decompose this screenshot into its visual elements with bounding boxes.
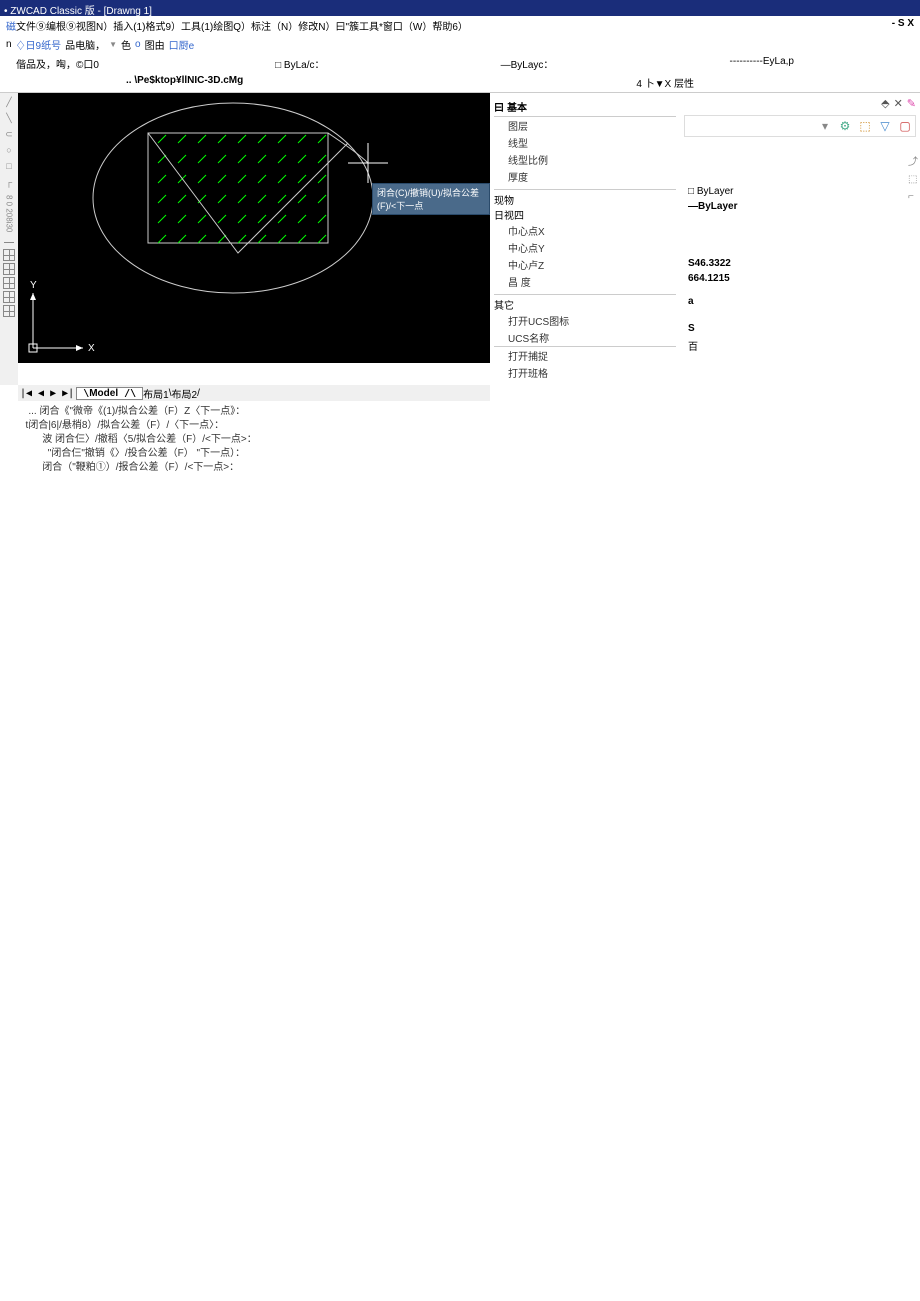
layer-blue1: ♢日9纸号 bbox=[16, 37, 62, 52]
tab-layout2[interactable]: 布局2 bbox=[172, 386, 198, 401]
val-4: S bbox=[684, 322, 916, 335]
prop-cy[interactable]: 中心点Y bbox=[494, 239, 676, 256]
prop-height[interactable]: 昌 度 bbox=[494, 273, 676, 290]
grid-icon-5[interactable] bbox=[3, 305, 15, 317]
prop-layer[interactable]: 图层 bbox=[494, 117, 676, 134]
rect-shape bbox=[148, 133, 328, 243]
cmd-line-4: 闭合（"鞭粕①）/报合公差（F）/<下一点>： bbox=[20, 461, 900, 475]
title-bar: • ZWCAD Classic 版 - [Drawng 1] bbox=[0, 0, 920, 16]
layer-text3: 图由 bbox=[145, 37, 165, 52]
toolbar-layer: n ♢日9纸号品电脑， ▼ 色o 图由口厨e bbox=[0, 35, 920, 54]
box-icon[interactable]: ▢ bbox=[897, 118, 913, 134]
tool-line2-icon[interactable]: ╲ bbox=[2, 111, 16, 125]
val-bylayer2: —ByLayer bbox=[684, 200, 916, 213]
layout-tabs: |◀ ◀ ▶ ▶| \Model /\ 布局1 \ 布局2 / bbox=[18, 385, 490, 401]
hatch-pattern bbox=[158, 135, 326, 243]
style-mid3[interactable]: ----------EyLa,p bbox=[730, 56, 914, 71]
style-mid1[interactable]: □ ByLa/c： bbox=[275, 56, 324, 71]
curve-shape bbox=[328, 133, 368, 163]
prop-linescale[interactable]: 线型比例 bbox=[494, 151, 676, 168]
prop-linetype[interactable]: 线型 bbox=[494, 134, 676, 151]
prop-cz[interactable]: 中心卢Z bbox=[494, 256, 676, 273]
tab-end: / bbox=[197, 388, 200, 399]
val-1: S46.3322 bbox=[684, 257, 916, 270]
prop-ucs[interactable]: 打开UCS图标 bbox=[494, 312, 676, 329]
prop-values: ⬘ ✕ ✎ ▾ ⚙ ⬚ ▽ ▢ ⤴ ⬚ ⌐ □ ByLayer —ByLayer… bbox=[680, 93, 920, 385]
menu-prefix: 磁 bbox=[6, 22, 16, 33]
prop-thickness[interactable]: 厚度 bbox=[494, 168, 676, 185]
tool-line1-icon[interactable]: ╱ bbox=[2, 95, 16, 109]
tab-model[interactable]: \Model /\ bbox=[76, 387, 143, 400]
layer-n: n bbox=[6, 39, 12, 50]
val-5: 百 bbox=[684, 337, 916, 354]
grid-icon-2[interactable] bbox=[3, 263, 15, 275]
side-icon-1[interactable]: ⤴ bbox=[908, 153, 918, 168]
command-window[interactable]: ... 闭合《"微帝《(1)/拟合公差（F）Z〈下一点》： t闭合|6|/悬梢8… bbox=[0, 401, 920, 479]
coord-text: 8 0 208i30 bbox=[5, 195, 14, 232]
cmd-line-1: t闭合|6|/悬梢8）/拟合公差（F）/〈下一点〉： bbox=[20, 419, 900, 433]
filter-icon[interactable]: ▽ bbox=[877, 118, 893, 134]
window-controls[interactable]: - S X bbox=[892, 18, 914, 33]
svg-text:X: X bbox=[88, 343, 95, 354]
menu-bar: 磁文件⑨编根⑨视图N）插入(1)格式9）工具(1)绘图Q）标注（N）修改N）曰"… bbox=[0, 16, 920, 35]
tool-rect-icon[interactable]: □ bbox=[2, 159, 16, 173]
gear-icon[interactable]: ⚙ bbox=[837, 118, 853, 134]
style-left: 偕品及，啕，©口0 bbox=[6, 56, 99, 71]
side-icon-2[interactable]: ⬚ bbox=[908, 174, 918, 185]
dropdown-icon[interactable]: ▼ bbox=[109, 40, 117, 49]
main-area: ╱ ╲ ⊂ ○ □ ┌ 8 0 208i30 bbox=[0, 93, 920, 385]
tool-circle-icon[interactable]: ○ bbox=[2, 143, 16, 157]
section-other: 其它 bbox=[494, 294, 676, 312]
prop-grid[interactable]: 打开班格 bbox=[494, 364, 676, 381]
layer-text1: 品电脑， bbox=[65, 37, 105, 52]
file-tab[interactable]: .. \Pe$ktop¥llNIC-3D.cMg bbox=[6, 75, 243, 90]
grid-icon-1[interactable] bbox=[3, 249, 15, 261]
properties-panel: 曰基本 图层 线型 线型比例 厚度 现物 日视四 巾心点X 中心点Y 中心卢Z … bbox=[490, 93, 920, 385]
prop-title: 4 卜▼X 层性 bbox=[636, 75, 914, 90]
section-curr: 现物 bbox=[494, 189, 676, 207]
prop-labels: 曰基本 图层 线型 线型比例 厚度 现物 日视四 巾心点X 中心点Y 中心卢Z … bbox=[490, 93, 680, 385]
pin-icon[interactable]: ⬘ bbox=[881, 97, 889, 110]
val-2: 664.1215 bbox=[684, 272, 916, 285]
section-view: 日视四 bbox=[494, 207, 676, 222]
ucs-icon: X Y bbox=[29, 280, 95, 354]
grid-icon-4[interactable] bbox=[3, 291, 15, 303]
tool-corner-icon[interactable]: ┌ bbox=[2, 175, 16, 189]
toolbar-style: 偕品及，啕，©口0 □ ByLa/c： —ByLayc： ----------E… bbox=[0, 54, 920, 73]
tab-layout1[interactable]: 布局1 bbox=[143, 386, 169, 401]
cmd-line-0: ... 闭合《"微帝《(1)/拟合公差（F）Z〈下一点》： bbox=[20, 405, 900, 419]
dropdown-icon[interactable]: ▾ bbox=[817, 118, 833, 134]
prop-snap[interactable]: 打开捕捉 bbox=[494, 346, 676, 364]
cmd-line-3: "闭合仨"撤销《〉/投合公差（F） "下一点）： bbox=[20, 447, 900, 461]
cmd-line-2: 波 闭合仨〉/撤稻〈5/拟合公差（F）/<下一点>： bbox=[20, 433, 900, 447]
section-basic[interactable]: 曰基本 bbox=[494, 97, 676, 117]
separator bbox=[4, 242, 14, 243]
val-bylayer1: □ ByLayer bbox=[684, 185, 916, 198]
layer-blue2: o bbox=[135, 39, 141, 50]
canvas-svg: X Y bbox=[18, 93, 490, 363]
grid-icon-3[interactable] bbox=[3, 277, 15, 289]
layer-text2: 色 bbox=[121, 37, 131, 52]
svg-text:Y: Y bbox=[30, 280, 37, 291]
close-panel-icon[interactable]: ✕ bbox=[894, 97, 903, 110]
tab-nav[interactable]: |◀ ◀ ▶ ▶| bbox=[18, 388, 76, 399]
prop-ucsname[interactable]: UCS名称 bbox=[494, 329, 676, 346]
polyline-shape bbox=[148, 133, 348, 253]
side-icon-3[interactable]: ⌐ bbox=[908, 191, 918, 202]
file-tab-bar: .. \Pe$ktop¥llNIC-3D.cMg 4 卜▼X 层性 bbox=[0, 73, 920, 93]
pencil-icon[interactable]: ✎ bbox=[907, 97, 916, 110]
prop-cx[interactable]: 巾心点X bbox=[494, 222, 676, 239]
menu-items[interactable]: 文件⑨编根⑨视图N）插入(1)格式9）工具(1)绘图Q）标注（N）修改N）曰"簇… bbox=[16, 22, 468, 33]
ellipse-shape bbox=[93, 103, 373, 293]
val-3: a bbox=[684, 295, 916, 308]
tool-arc-icon[interactable]: ⊂ bbox=[2, 127, 16, 141]
select-icon[interactable]: ⬚ bbox=[857, 118, 873, 134]
side-icons: ⤴ ⬚ ⌐ bbox=[908, 153, 918, 202]
left-toolbar: ╱ ╲ ⊂ ○ □ ┌ 8 0 208i30 bbox=[0, 93, 18, 385]
command-tooltip: 闭合(C)/撤销(U)/拟合公差(F)/<下一点 bbox=[372, 183, 490, 215]
style-mid2[interactable]: —ByLayc： bbox=[501, 56, 554, 71]
layer-blue3: 口厨e bbox=[169, 37, 195, 52]
drawing-canvas[interactable]: X Y 闭合(C)/撤销(U)/拟合公差(F)/<下一点 bbox=[18, 93, 490, 363]
panel-toolbar: ▾ ⚙ ⬚ ▽ ▢ bbox=[684, 115, 916, 137]
